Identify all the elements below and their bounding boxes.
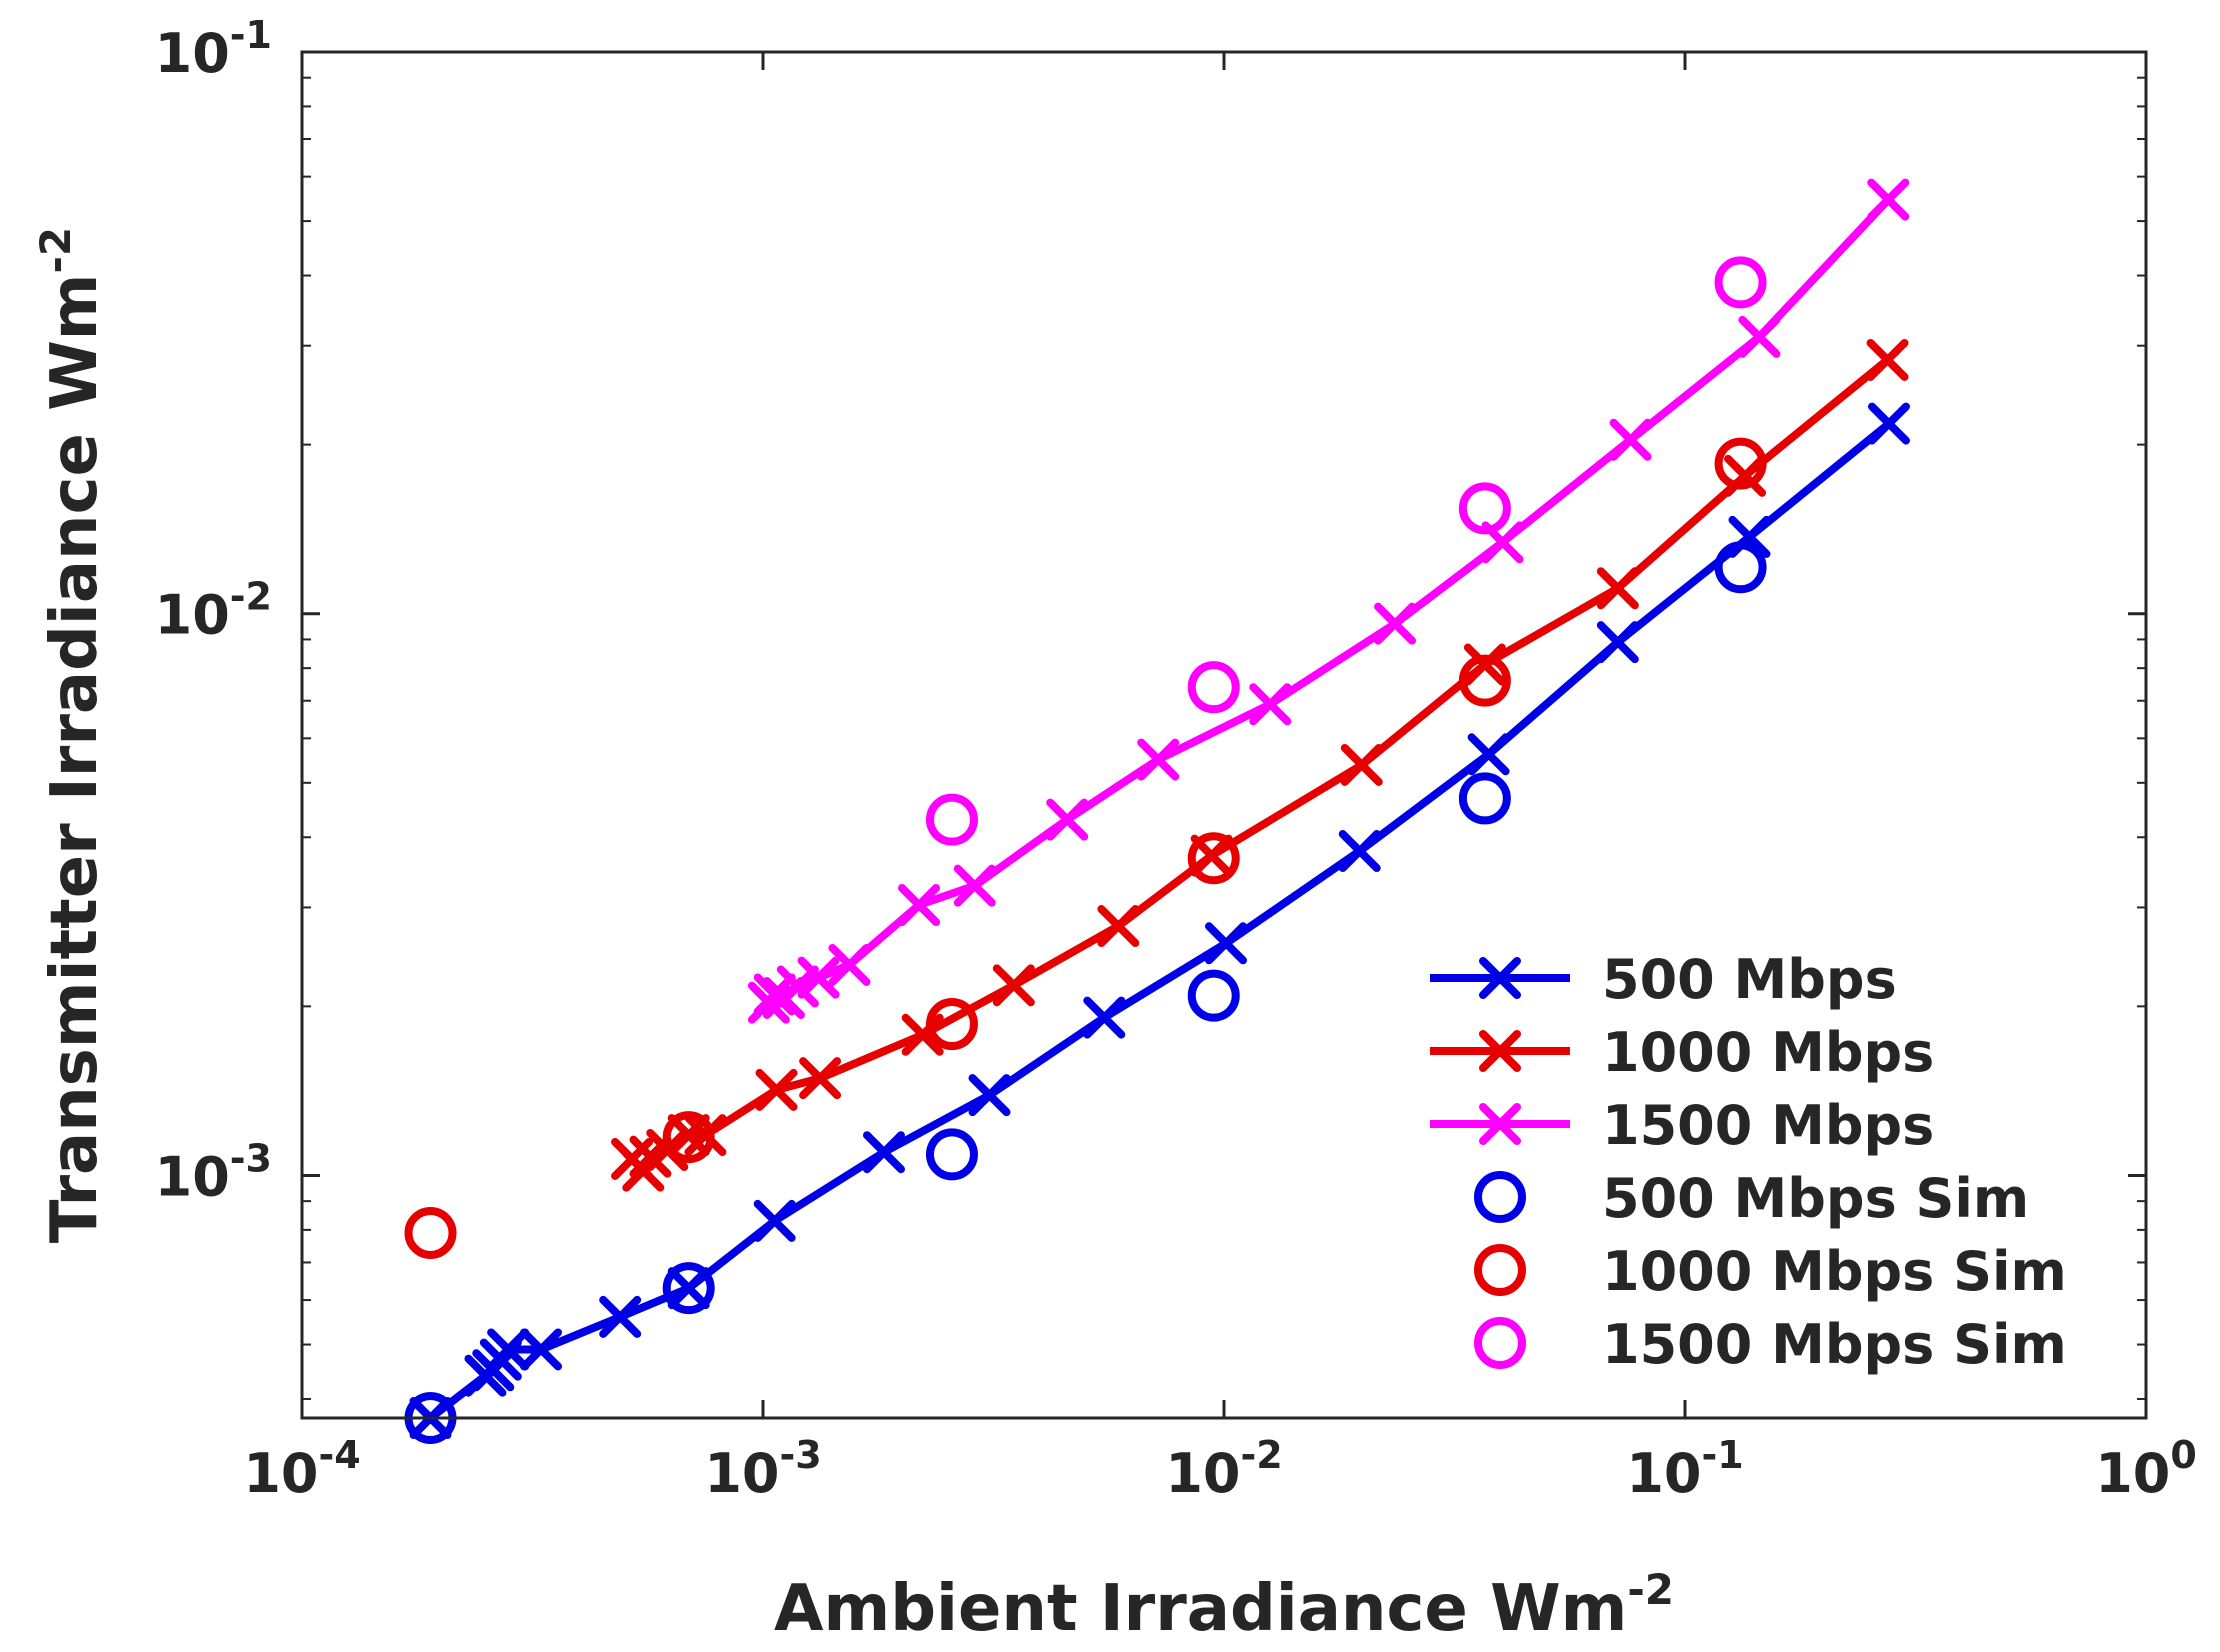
data-point: [1609, 418, 1652, 461]
data-point: [968, 1074, 1011, 1117]
data-point: [1097, 905, 1140, 948]
ticks-layer: 10-4 10-3 10-2 10-1 100 10-3 10-2 10-1: [155, 13, 2197, 1505]
data-point: [992, 964, 1035, 1007]
series-500-mbps: [409, 402, 1910, 1439]
y-tick-label: 10-2: [155, 575, 272, 647]
legend: 500 Mbps 1000 Mbps 1500 Mbps 500 Mbps Sim 10…: [1430, 948, 2067, 1376]
data-point: [1249, 683, 1292, 726]
legend-marker: [1479, 1030, 1521, 1072]
plot-area-background: [302, 52, 2146, 1418]
legend-marker: [1474, 1317, 1526, 1369]
data-point: [1596, 621, 1639, 664]
data-point: [898, 884, 941, 927]
x-tick-label: 10-4: [243, 1433, 360, 1505]
legend-item-1500-mbps-sim: 1500 Mbps Sim: [1474, 1313, 2067, 1376]
data-point: [776, 965, 819, 1008]
data-point: [684, 1114, 727, 1157]
y-tick-label: 10-1: [155, 13, 272, 85]
legend-label: 1000 Mbps Sim: [1602, 1240, 2067, 1303]
data-point: [1204, 922, 1247, 965]
x-tick-label: 100: [2095, 1433, 2197, 1505]
data-point: [1083, 996, 1126, 1039]
x-tick-label: 10-2: [1165, 1433, 1282, 1505]
data-point: [662, 1111, 715, 1164]
legend-label: 500 Mbps: [1602, 948, 1897, 1011]
data-point: [1187, 969, 1240, 1022]
data-point: [1714, 541, 1767, 594]
data-point: [1458, 482, 1511, 535]
data-point: [1867, 402, 1910, 445]
legend-marker: [1479, 957, 1521, 999]
data-point: [953, 864, 996, 907]
series-1500-mbps-sim: [925, 256, 1767, 846]
x-tick-label: 10-3: [704, 1433, 821, 1505]
data-point: [1596, 567, 1639, 610]
data-point: [1714, 437, 1767, 490]
data-point: [667, 1114, 710, 1157]
legend-label: 500 Mbps Sim: [1602, 1167, 2029, 1230]
legend-item-500-mbps-sim: 500 Mbps Sim: [1474, 1167, 2029, 1230]
data-point: [1374, 602, 1417, 645]
y-tick-label: 10-3: [155, 1136, 272, 1208]
data-point: [1458, 654, 1511, 707]
series-1000-mbps-sim: [404, 437, 1767, 1259]
data-point: [1738, 315, 1781, 358]
data-point: [1340, 743, 1383, 786]
data-point: [404, 1206, 457, 1259]
x-tick-label: 10-1: [1626, 1433, 1743, 1505]
legend-item-1000-mbps: 1000 Mbps: [1430, 1021, 1934, 1084]
x-axis-label: Ambient Irradiance Wm-2: [774, 1565, 1674, 1646]
data-point: [1338, 830, 1381, 873]
data-point: [667, 1267, 710, 1310]
data-point: [901, 1013, 944, 1056]
legend-item-500-mbps: 500 Mbps: [1430, 948, 1897, 1011]
legend-label: 1500 Mbps Sim: [1602, 1313, 2067, 1376]
data-point: [753, 1199, 796, 1242]
data-point: [1458, 772, 1511, 825]
data-point: [1467, 733, 1510, 776]
data-point: [1137, 738, 1180, 781]
legend-marker: [1474, 1171, 1526, 1223]
data-point: [753, 973, 796, 1016]
data-point: [520, 1328, 563, 1371]
legend-item-1000-mbps-sim: 1000 Mbps Sim: [1474, 1240, 2067, 1303]
data-point: [487, 1328, 530, 1371]
data-point: [925, 998, 978, 1051]
data-point: [1187, 661, 1240, 714]
legend-item-1500-mbps: 1500 Mbps: [1430, 1094, 1934, 1157]
data-point: [1714, 256, 1767, 309]
series-1500-mbps: [747, 178, 1910, 1024]
data-point: [862, 1131, 905, 1174]
series-1000-mbps: [611, 338, 1909, 1192]
data-point: [1046, 798, 1089, 841]
data-point: [797, 956, 840, 999]
legend-label: 1000 Mbps: [1602, 1021, 1934, 1084]
data-point: [925, 1128, 978, 1181]
data-point: [1867, 178, 1910, 221]
data-point: [1866, 338, 1909, 381]
y-axis-label: Transmitter Irradiance Wm-2: [31, 227, 112, 1243]
data-point: [828, 943, 871, 986]
data-point: [755, 1068, 798, 1111]
series-layer: [404, 178, 1910, 1444]
data-point: [1463, 643, 1506, 686]
legend-label: 1500 Mbps: [1602, 1094, 1934, 1157]
data-point: [599, 1295, 642, 1338]
legend-marker: [1474, 1244, 1526, 1296]
legend-marker: [1479, 1103, 1521, 1145]
data-point: [799, 1057, 842, 1100]
data-point: [1187, 832, 1240, 885]
data-point: [662, 1262, 715, 1315]
data-point: [925, 793, 978, 846]
